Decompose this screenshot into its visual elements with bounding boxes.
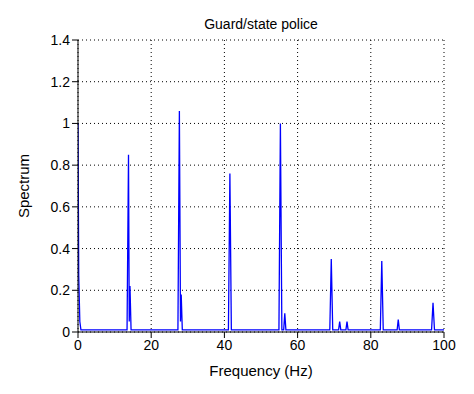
html-text:Guard/state police: Guard/state police [204, 16, 318, 32]
svg-text:0.8: 0.8 [51, 157, 71, 173]
svg-text:0: 0 [62, 324, 70, 340]
svg-text:0.6: 0.6 [51, 199, 71, 215]
svg-text:40: 40 [217, 337, 233, 353]
svg-text:0: 0 [74, 337, 82, 353]
svg-text:1: 1 [62, 115, 70, 131]
svg-text:1.4: 1.4 [51, 32, 71, 48]
svg-text:Spectrum: Spectrum [15, 154, 32, 218]
svg-text:60: 60 [290, 337, 306, 353]
svg-text:Frequency (Hz): Frequency (Hz) [209, 362, 312, 379]
svg-text:0.4: 0.4 [51, 241, 71, 257]
svg-text:100: 100 [432, 337, 456, 353]
svg-text:0.2: 0.2 [51, 282, 71, 298]
svg-text:1.2: 1.2 [51, 74, 71, 90]
svg-text:20: 20 [143, 337, 159, 353]
svg-text:80: 80 [363, 337, 379, 353]
